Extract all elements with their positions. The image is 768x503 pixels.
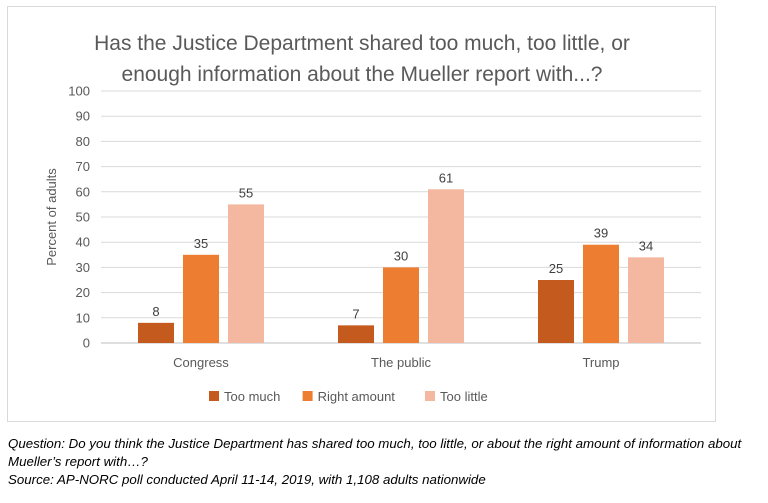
x-tick-label: The public [371,355,431,370]
y-axis-title: Percent of adults [44,168,59,266]
data-label: 39 [594,226,608,241]
chart-title-line-1: Has the Justice Department shared too mu… [94,32,630,55]
chart-title-line-2: enough information about the Mueller rep… [122,63,603,86]
y-tick-label: 70 [76,159,90,174]
bar-too-much-congress [138,322,174,343]
legend-label-too-much: Too much [224,389,280,404]
source-note: Source: AP-NORC poll conducted April 11-… [8,472,486,487]
y-tick-label: 30 [76,260,90,275]
bar-right-amount-congress [183,254,219,343]
y-tick-label: 0 [83,336,90,351]
data-label: 8 [152,304,159,319]
y-tick-label: 50 [76,210,90,225]
data-label: 55 [239,185,253,200]
chart-frame: Has the Justice Department shared too mu… [7,6,716,422]
bar-too-little-trump [628,257,664,343]
y-tick-label: 90 [76,109,90,124]
y-tick-label: 60 [76,184,90,199]
bar-right-amount-the-public [383,267,419,343]
y-tick-label: 40 [76,235,90,250]
bar-chart: Has the Justice Department shared too mu… [44,32,701,404]
legend-swatch-too-much [209,391,219,401]
y-tick-label: 20 [76,285,90,300]
x-tick-label: Congress [173,355,229,370]
data-label: 25 [549,261,563,276]
legend-swatch-right-amount [302,391,313,401]
legend-label-too-little: Too little [440,389,488,404]
data-label: 34 [639,238,653,253]
bar-too-little-the-public [428,189,464,343]
bar-too-little-congress [228,204,264,343]
y-tick-label: 10 [76,310,90,325]
bar-too-much-trump [538,280,574,343]
chart-notes: Question: Do you think the Justice Depar… [8,435,763,489]
bar-right-amount-trump [583,244,619,343]
question-note-line-2: Mueller’s report with…? [8,454,148,469]
x-tick-label: Trump [582,355,619,370]
data-label: 35 [194,236,208,251]
legend-swatch-too-little [425,391,435,401]
data-label: 30 [394,248,408,263]
y-tick-label: 100 [68,84,90,99]
question-note-line-1: Question: Do you think the Justice Depar… [8,436,742,451]
y-tick-label: 80 [76,134,90,149]
data-label: 7 [352,306,359,321]
bar-too-much-the-public [338,325,374,343]
data-label: 61 [439,170,453,185]
legend-label-right-amount: Right amount [318,389,396,404]
